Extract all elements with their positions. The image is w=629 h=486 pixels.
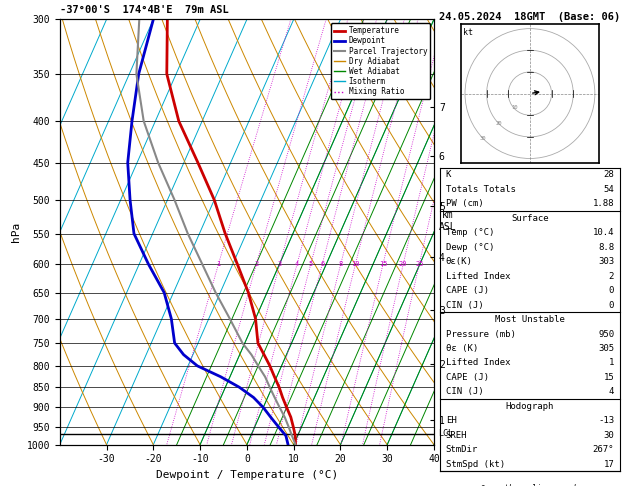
Text: 1.88: 1.88 <box>593 199 614 208</box>
Text: SREH: SREH <box>446 431 467 440</box>
Text: K: K <box>446 171 451 179</box>
Text: Totals Totals: Totals Totals <box>446 185 516 194</box>
Text: Dewp (°C): Dewp (°C) <box>446 243 494 252</box>
Text: 5: 5 <box>309 261 313 267</box>
Text: StmSpd (kt): StmSpd (kt) <box>446 460 505 469</box>
Text: 10.4: 10.4 <box>593 228 614 237</box>
Text: CAPE (J): CAPE (J) <box>446 286 489 295</box>
Text: 30: 30 <box>603 431 614 440</box>
Text: 8.8: 8.8 <box>598 243 614 252</box>
Text: 4: 4 <box>295 261 299 267</box>
Text: 15: 15 <box>603 373 614 382</box>
Text: 1: 1 <box>216 261 221 267</box>
Text: 54: 54 <box>603 185 614 194</box>
Text: 28: 28 <box>603 171 614 179</box>
Y-axis label: hPa: hPa <box>11 222 21 242</box>
Text: 30: 30 <box>480 136 486 141</box>
Text: 3: 3 <box>277 261 282 267</box>
Y-axis label: km
ASL: km ASL <box>438 210 456 232</box>
Text: 2: 2 <box>609 272 614 280</box>
Text: Lifted Index: Lifted Index <box>446 272 510 280</box>
Text: CIN (J): CIN (J) <box>446 300 483 310</box>
Text: -13: -13 <box>598 417 614 425</box>
Text: 0: 0 <box>609 286 614 295</box>
Text: 17: 17 <box>603 460 614 469</box>
Text: EH: EH <box>446 417 457 425</box>
Text: 267°: 267° <box>593 445 614 454</box>
Text: 8: 8 <box>338 261 343 267</box>
Text: CIN (J): CIN (J) <box>446 387 483 397</box>
Text: Pressure (mb): Pressure (mb) <box>446 330 516 339</box>
Text: 10: 10 <box>351 261 360 267</box>
Text: Surface: Surface <box>511 214 548 223</box>
Text: 305: 305 <box>598 344 614 353</box>
Text: 24.05.2024  18GMT  (Base: 06): 24.05.2024 18GMT (Base: 06) <box>439 12 620 22</box>
Text: 25: 25 <box>415 261 423 267</box>
Text: PW (cm): PW (cm) <box>446 199 483 208</box>
Text: © weatheronline.co.uk: © weatheronline.co.uk <box>481 484 579 486</box>
Text: 10: 10 <box>511 105 518 110</box>
Text: CAPE (J): CAPE (J) <box>446 373 489 382</box>
X-axis label: Dewpoint / Temperature (°C): Dewpoint / Temperature (°C) <box>156 470 338 480</box>
Text: 950: 950 <box>598 330 614 339</box>
Text: Temp (°C): Temp (°C) <box>446 228 494 237</box>
Text: θε(K): θε(K) <box>446 257 472 266</box>
Text: LCL: LCL <box>438 430 453 438</box>
Text: 2: 2 <box>254 261 259 267</box>
Text: 15: 15 <box>379 261 387 267</box>
Text: 20: 20 <box>399 261 408 267</box>
Text: StmDir: StmDir <box>446 445 478 454</box>
Text: 0: 0 <box>609 300 614 310</box>
Text: 303: 303 <box>598 257 614 266</box>
Text: 6: 6 <box>320 261 325 267</box>
Text: kt: kt <box>464 29 474 37</box>
Legend: Temperature, Dewpoint, Parcel Trajectory, Dry Adiabat, Wet Adiabat, Isotherm, Mi: Temperature, Dewpoint, Parcel Trajectory… <box>331 23 430 99</box>
Text: Lifted Index: Lifted Index <box>446 359 510 367</box>
Text: 1: 1 <box>609 359 614 367</box>
Text: 4: 4 <box>609 387 614 397</box>
Text: θε (K): θε (K) <box>446 344 478 353</box>
Text: -37°00'S  174°4B'E  79m ASL: -37°00'S 174°4B'E 79m ASL <box>60 5 228 15</box>
Text: Most Unstable: Most Unstable <box>495 315 565 324</box>
Text: 20: 20 <box>496 121 502 126</box>
Text: Hodograph: Hodograph <box>506 402 554 411</box>
